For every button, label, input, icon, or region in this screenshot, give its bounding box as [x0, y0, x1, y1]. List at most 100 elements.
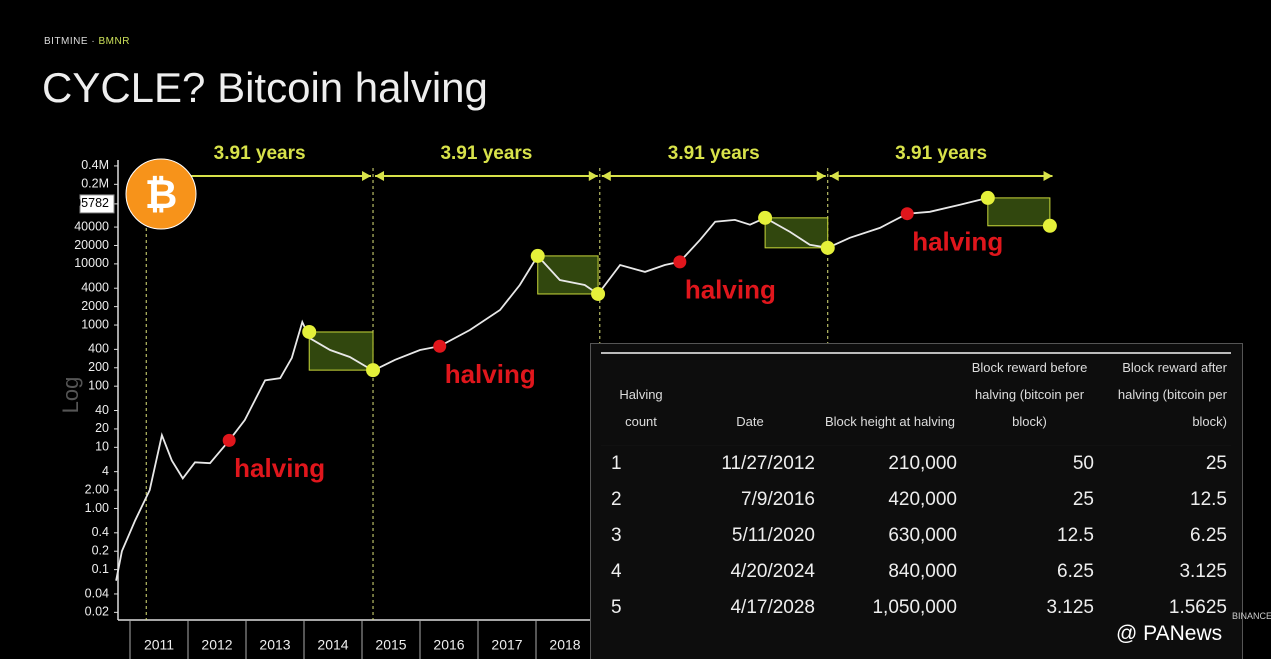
table-cell: 11/27/2012 — [721, 453, 815, 474]
table-cell: 12.5 — [1057, 525, 1094, 546]
cycle-point — [530, 248, 545, 263]
table-cell: 2 — [611, 489, 622, 510]
x-tick-label: 2018 — [549, 637, 580, 653]
table-cell: 840,000 — [888, 561, 957, 582]
table-cell: 25 — [1072, 489, 1094, 510]
table-cell: 4 — [611, 561, 622, 582]
halving-point — [433, 339, 447, 353]
column-header: Block height at halving — [819, 352, 961, 446]
table-cell: 50 — [1072, 453, 1094, 474]
y-tick-label: 200 — [88, 360, 109, 374]
cycle-point — [980, 190, 995, 205]
cycle-point — [591, 286, 606, 301]
table-row: 2 7/9/2016 420,000 25 12.5 — [601, 482, 1231, 518]
x-tick-label: 2017 — [491, 637, 522, 653]
table-cell: 5 — [611, 597, 622, 618]
cycle-label: 3.91 years — [440, 143, 532, 164]
table-cell: 4/17/2028 — [730, 597, 815, 618]
y-tick-label: 1.00 — [85, 501, 109, 515]
table-cell: 1.5625 — [1168, 597, 1227, 618]
y-tick-label: 100 — [88, 378, 109, 392]
table-cell: 3 — [611, 525, 622, 546]
table-cell: 6.25 — [1190, 525, 1227, 546]
table-cell: 6.25 — [1057, 561, 1094, 582]
y-tick-label: 20000 — [74, 238, 109, 252]
cycle-point — [366, 363, 381, 378]
title: CYCLE? Bitcoin halving — [42, 64, 488, 111]
x-tick-label: 2013 — [259, 637, 290, 653]
cycle-label: 3.91 years — [895, 143, 987, 164]
cycle-point — [820, 240, 835, 255]
y-tick-label: 40000 — [74, 219, 109, 233]
table-cell: 7/9/2016 — [741, 489, 815, 510]
table-cell: 12.5 — [1190, 489, 1227, 510]
column-header: Block reward before halving (bitcoin per… — [961, 352, 1098, 446]
table-cell: 630,000 — [888, 525, 957, 546]
y-tick-label: 400 — [88, 342, 109, 356]
table-row: 4 4/20/2024 840,000 6.25 3.125 — [601, 554, 1231, 590]
y-tick-label: 0.2 — [92, 544, 109, 558]
halving-table: Halving count Date Block height at halving… — [590, 343, 1243, 659]
x-tick-label: 2014 — [317, 637, 348, 653]
brand-line: BITMINE · BMNR — [44, 36, 130, 47]
watermark: @ PANews — [1116, 622, 1223, 645]
table-row: 1 11/27/2012 210,000 50 25 — [601, 446, 1231, 483]
y-tick-label: 10000 — [74, 256, 109, 270]
y-tick-label: 2.00 — [85, 482, 109, 496]
y-tick-label: 4 — [102, 464, 109, 478]
column-header: Date — [681, 352, 819, 446]
cycle-label: 3.91 years — [214, 143, 306, 164]
y-tick-label: 4000 — [81, 281, 109, 295]
column-header: Block reward after halving (bitcoin per … — [1098, 352, 1231, 446]
table-row: 3 5/11/2020 630,000 12.5 6.25 — [601, 518, 1231, 554]
table-body: 1 11/27/2012 210,000 50 25 2 7/9/2016 420,000 25… — [601, 446, 1231, 627]
brand: BITMINE — [44, 36, 89, 47]
table: Halving count Date Block height at halving… — [601, 352, 1231, 626]
halving-label: halving — [685, 275, 776, 305]
x-tick-label: 2012 — [201, 637, 232, 653]
halving-point — [222, 433, 236, 447]
x-tick-label: 2015 — [375, 637, 406, 653]
table-cell: 1 — [611, 453, 622, 474]
cycle-point — [758, 210, 773, 225]
halving-point — [900, 207, 914, 221]
cycle-point — [302, 324, 317, 339]
halving-label: halving — [445, 359, 536, 389]
column-header: Halving count — [601, 352, 681, 446]
table-cell: 5/11/2020 — [731, 525, 815, 546]
table-cell: 420,000 — [888, 489, 957, 510]
separator: · — [91, 36, 96, 47]
y-tick-label: 40 — [95, 403, 109, 417]
x-tick-label: 2011 — [144, 637, 174, 653]
ticker: BMNR — [98, 36, 130, 47]
y-tick-label: 10 — [95, 440, 109, 454]
price-line — [115, 197, 989, 581]
y-tick-label: 95782 — [74, 196, 109, 210]
y-tick-label: 20 — [95, 421, 109, 435]
table-cell: 3.125 — [1179, 561, 1227, 582]
table-cell: 3.125 — [1046, 597, 1094, 618]
halving-label: halving — [912, 227, 1003, 257]
x-tick-label: 2016 — [433, 637, 464, 653]
y-tick-label: 2000 — [81, 299, 109, 313]
tick-highlight — [79, 194, 115, 214]
y-tick-label: 1000 — [81, 317, 109, 331]
bitcoin-symbol: ₿ — [145, 172, 178, 218]
table-cell: 4/20/2024 — [730, 561, 815, 582]
y-tick-label: 0.04 — [85, 586, 109, 600]
y-tick-label: 0.02 — [85, 605, 109, 619]
y-tick-label: 0.1 — [92, 562, 109, 576]
bitcoin-logo — [125, 158, 197, 230]
halving-point — [673, 255, 687, 269]
y-axis-title: Log — [58, 377, 83, 414]
table-cell: 1,050,000 — [872, 597, 957, 618]
y-tick-label: 0.4 — [92, 525, 109, 539]
table-cell: 210,000 — [888, 453, 957, 474]
table-row: 5 4/17/2028 1,050,000 3.125 1.5625 — [601, 590, 1231, 626]
cycle-label: 3.91 years — [668, 143, 760, 164]
cycle-box — [537, 255, 599, 295]
table-cell: 25 — [1205, 453, 1227, 474]
cycle-box — [987, 197, 1051, 227]
